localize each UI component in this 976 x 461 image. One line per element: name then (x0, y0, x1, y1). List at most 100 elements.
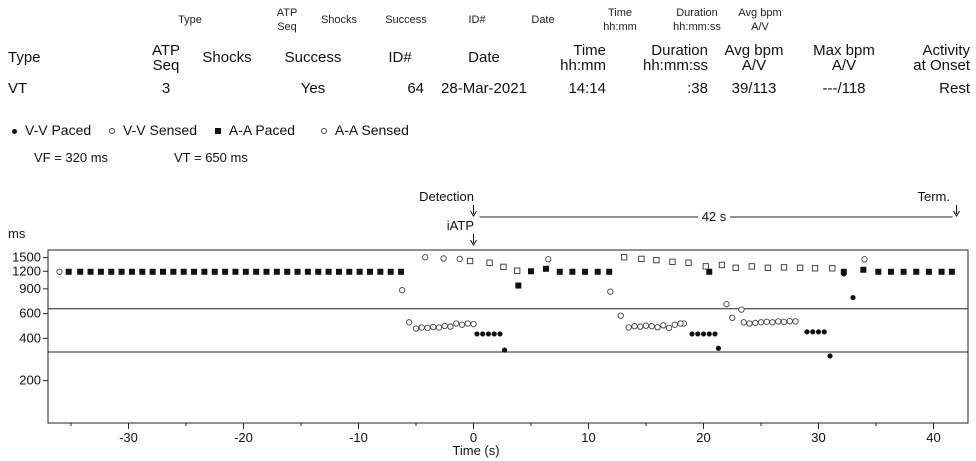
point-v-v-paced-dot (485, 331, 492, 337)
point-v-v-paced-dot (715, 345, 722, 351)
duration-label: 42 s (702, 209, 727, 224)
header-activity-line1: Activity (922, 42, 970, 59)
header-activity: Activity at Onset (890, 43, 970, 73)
point-a-a-sensed-square-open (732, 264, 739, 271)
point-v-v-sensed-circle-open (470, 320, 477, 328)
point-a-a-paced-square-filled (149, 268, 156, 275)
point-a-a-paced-square-filled (170, 268, 177, 275)
point-a-a-sensed-square-open (486, 259, 493, 266)
point-a-a-sensed-square-open (500, 263, 507, 271)
point-a-a-sensed-circle-open (399, 287, 406, 294)
point-a-a-paced-square-filled (875, 268, 882, 275)
vf-zone-label: VF = 320 ms (34, 150, 109, 165)
header-atp-line2: Seq (152, 57, 180, 74)
point-a-a-paced-square-filled (118, 268, 125, 275)
point-a-a-paced-square-filled (263, 268, 270, 275)
point-a-a-paced-square-filled (139, 268, 146, 275)
point-v-v-sensed-circle-open (631, 323, 638, 330)
point-a-a-sensed-circle-open (545, 256, 552, 263)
point-a-a-sensed-square-open (638, 255, 645, 263)
y-tick-label: 1500 (12, 250, 41, 265)
iatp-arrow-head (470, 239, 477, 246)
point-a-a-paced-square-filled (938, 268, 945, 275)
point-v-v-sensed-circle-open (769, 319, 776, 326)
point-a-a-sensed-circle-open (440, 255, 447, 262)
ghost-header-id: ID# (468, 14, 486, 26)
point-a-a-sensed-square-open (669, 258, 676, 266)
header-id: ID# (388, 49, 412, 66)
ghost-header-type: Type (178, 14, 202, 26)
ghost-atp-line2: Seq (277, 21, 297, 33)
ghost-header-time: Time hh:mm (600, 6, 640, 34)
point-a-a-paced-square-filled (87, 268, 94, 275)
point-v-v-sensed-circle-open (671, 321, 678, 328)
point-v-v-sensed-circle-open (642, 322, 650, 329)
point-a-a-sensed-square-open (748, 263, 755, 270)
legend-aa-sensed-marker (320, 128, 327, 135)
legend-aa-paced-label: A-A Paced (228, 122, 296, 138)
point-a-a-paced-square-filled (346, 268, 353, 275)
point-v-v-sensed-circle-open (775, 318, 782, 325)
point-a-a-paced-square-filled (201, 268, 208, 275)
point-v-v-sensed-circle-open (424, 324, 431, 332)
header-duration: Duration hh:mm:ss (622, 43, 708, 73)
detection-arrow-head (470, 210, 477, 217)
ghost-duration-line2: hh:mm:ss (673, 21, 721, 33)
header-time-line1: Time (573, 42, 606, 59)
point-a-a-paced-square-filled (335, 268, 342, 275)
point-a-a-sensed-circle-open (56, 268, 63, 275)
point-v-v-paced-dot (810, 329, 816, 335)
point-v-v-paced-dot (480, 331, 486, 337)
point-v-v-sensed-circle-open (430, 323, 437, 331)
header-time-line2: hh:mm (560, 57, 606, 74)
point-v-v-paced-dot (706, 331, 712, 337)
point-a-a-paced-square-filled (315, 268, 322, 275)
header-max-line2: A/V (831, 57, 857, 74)
legend-aa-sensed-label: A-A Sensed (334, 122, 409, 138)
point-v-v-paced-dot (689, 331, 695, 337)
x-tick-label: -20 (234, 430, 253, 445)
point-a-a-paced-square-filled (377, 268, 384, 275)
point-a-a-paced-square-filled (325, 268, 332, 275)
point-v-v-paced-dot (501, 347, 508, 353)
point-a-a-sensed-circle-open (456, 255, 463, 263)
point-v-v-sensed-circle-open (453, 320, 460, 327)
plot-frame (47, 249, 969, 424)
x-tick-label: 0 (470, 430, 477, 445)
cell-date: 28-Mar-2021 (441, 80, 527, 97)
point-v-v-paced-dot (815, 329, 822, 335)
point-a-a-paced-square-filled (128, 268, 135, 275)
ghost-avg-line2: A/V (751, 21, 769, 33)
point-v-v-sensed-circle-open (464, 320, 471, 327)
point-a-a-paced-square-filled (222, 268, 229, 275)
point-v-v-paced-dot (695, 331, 701, 337)
legend-aa-paced-marker (214, 128, 221, 135)
term-arrow-head (953, 210, 960, 217)
point-v-v-sensed-circle-open (648, 323, 655, 330)
point-a-a-sensed-square-open (621, 254, 628, 261)
point-a-a-paced-square-filled (706, 268, 713, 275)
ghost-header-atp-seq: ATP Seq (270, 6, 304, 34)
y-tick-label: 400 (19, 330, 41, 345)
point-v-v-sensed-circle-open (757, 319, 765, 326)
ghost-header-avg-bpm: Avg bpm A/V (732, 6, 788, 34)
point-v-v-sensed-circle-open (786, 318, 793, 325)
cell-activity: Rest (939, 80, 970, 97)
point-v-v-paced-dot (700, 331, 707, 337)
header-atp-line1: ATP (151, 42, 181, 59)
point-a-a-paced-square-filled (304, 268, 311, 275)
point-a-a-sensed-square-open (811, 265, 819, 272)
point-a-a-paced-square-filled (253, 268, 260, 275)
point-a-a-sensed-square-open (829, 265, 836, 272)
point-v-v-paced-dot (821, 329, 827, 335)
point-v-v-sensed-circle-open (677, 320, 684, 327)
point-a-a-paced-square-filled (356, 268, 363, 275)
point-a-a-paced-square-filled (160, 268, 166, 275)
cell-duration: :38 (687, 80, 708, 97)
point-a-a-sensed-square-open (718, 261, 726, 269)
point-v-v-sensed-circle-open (458, 321, 466, 328)
point-v-v-paced-dot (491, 331, 497, 337)
header-duration-line1: Duration (651, 42, 708, 59)
x-axis-label: Time (s) (452, 443, 499, 458)
cell-id: 64 (407, 80, 424, 97)
